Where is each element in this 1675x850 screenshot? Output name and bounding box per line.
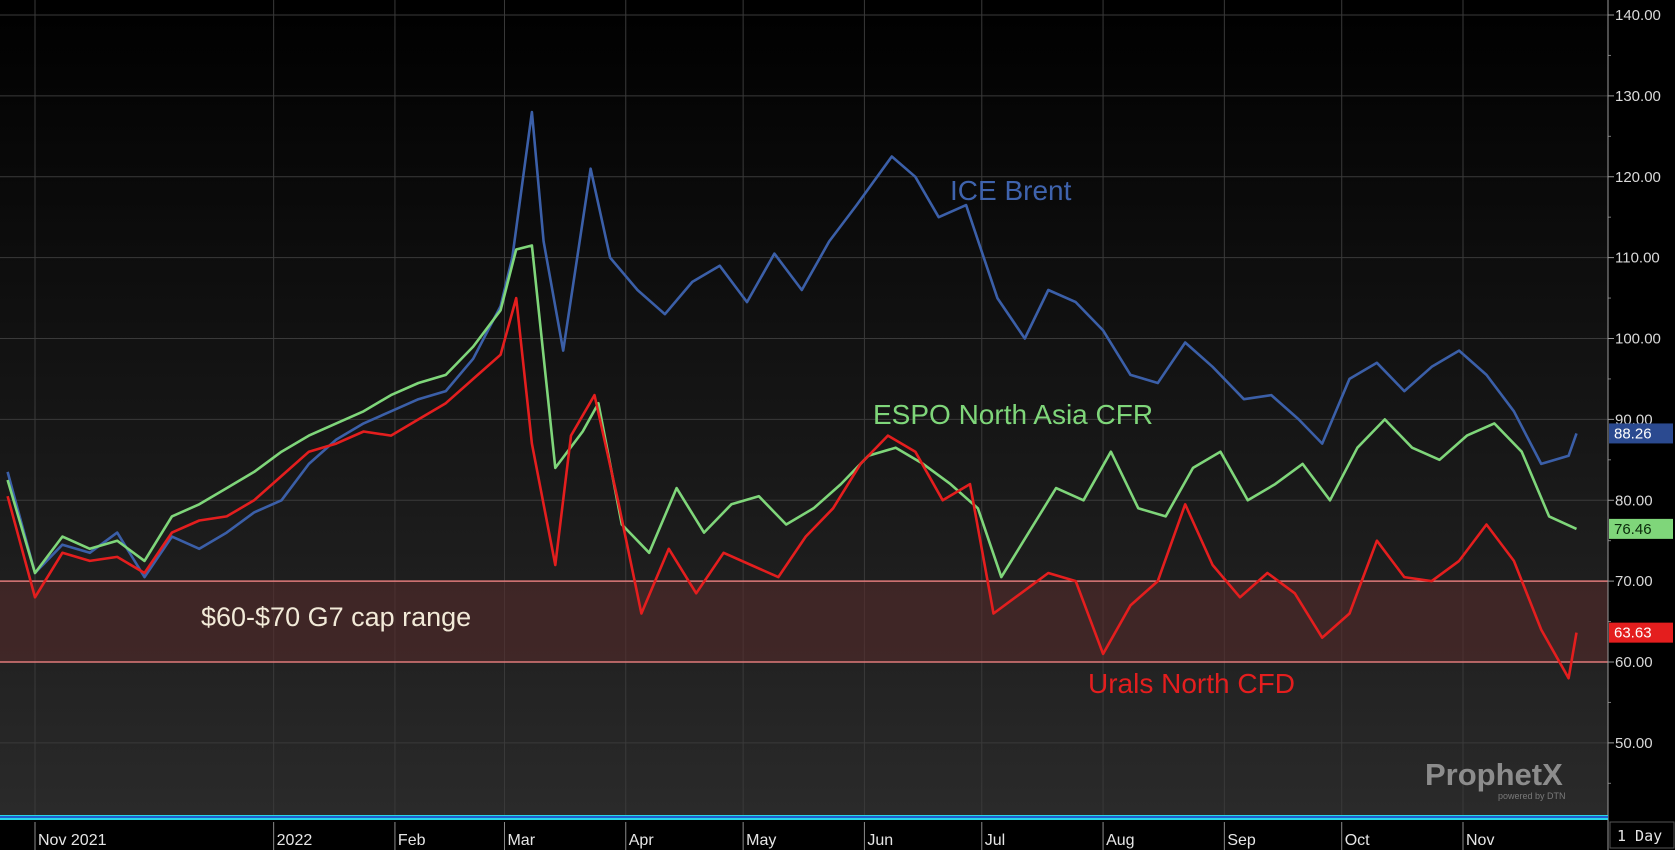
period-selector[interactable]: 1 Day [1609,821,1675,849]
series-layer [6,110,1578,680]
y-tick-label: 50.00 [1615,735,1653,752]
x-tick-label: Oct [1345,832,1370,849]
x-tick-label: Apr [629,832,655,849]
labels: ICE Brent ESPO North Asia CFR Urals Nort… [201,175,1295,699]
grid [0,0,1608,815]
timeline-strip-inner [0,816,1608,818]
x-tick-label: Feb [398,832,426,849]
last-value-badge-ice-brent [1609,423,1673,444]
y-tick-label: 80.00 [1615,492,1653,509]
y-tick-label: 130.00 [1615,88,1661,105]
period-label[interactable]: 1 Day [1617,827,1662,845]
x-tick-label: Mar [507,832,535,849]
prophetx-logo: ProphetX powered by DTN [1425,757,1566,801]
logo-text: ProphetX [1425,757,1563,792]
x-tick-label: Sep [1227,832,1256,849]
last-value-label-espo-north-asia-cfr: 76.46 [1614,521,1652,538]
label-urals: Urals North CFD [1088,668,1295,699]
logo-subtext: powered by DTN [1498,791,1566,801]
last-value-badge-espo-north-asia-cfr [1609,518,1673,539]
period-box[interactable] [1609,821,1675,849]
x-tick-label: Nov [1466,832,1494,849]
band-label: $60-$70 G7 cap range [201,602,471,632]
series-line-urals-north-cfd [6,296,1578,680]
y-tick-label: 140.00 [1615,7,1661,24]
y-tick-label: 60.00 [1615,654,1653,671]
last-value-badge-urals-north-cfd [1609,622,1673,643]
label-espo: ESPO North Asia CFR [873,399,1153,430]
x-tick-label: Jul [985,832,1005,849]
y-tick-label: 70.00 [1615,573,1653,590]
x-tick-label: May [746,832,776,849]
series-line-ice-brent [6,110,1578,579]
x-tick-label: 2022 [277,832,313,849]
x-tick-label: Aug [1106,832,1134,849]
y-tick-label: 110.00 [1615,250,1660,267]
xaxis-background [0,815,1608,850]
x-tick-label: Jun [867,832,893,849]
plot-background [0,0,1608,815]
last-value-label-ice-brent: 88.26 [1614,425,1652,442]
last-value-label-urals-north-cfd: 63.63 [1614,625,1652,642]
label-ice-brent: ICE Brent [950,175,1072,206]
y-tick-label: 100.00 [1615,331,1661,348]
y-tick-label: 120.00 [1615,169,1661,186]
x-tick-label: Nov 2021 [38,832,107,849]
series-line-espo-north-asia-cfr [6,244,1578,579]
